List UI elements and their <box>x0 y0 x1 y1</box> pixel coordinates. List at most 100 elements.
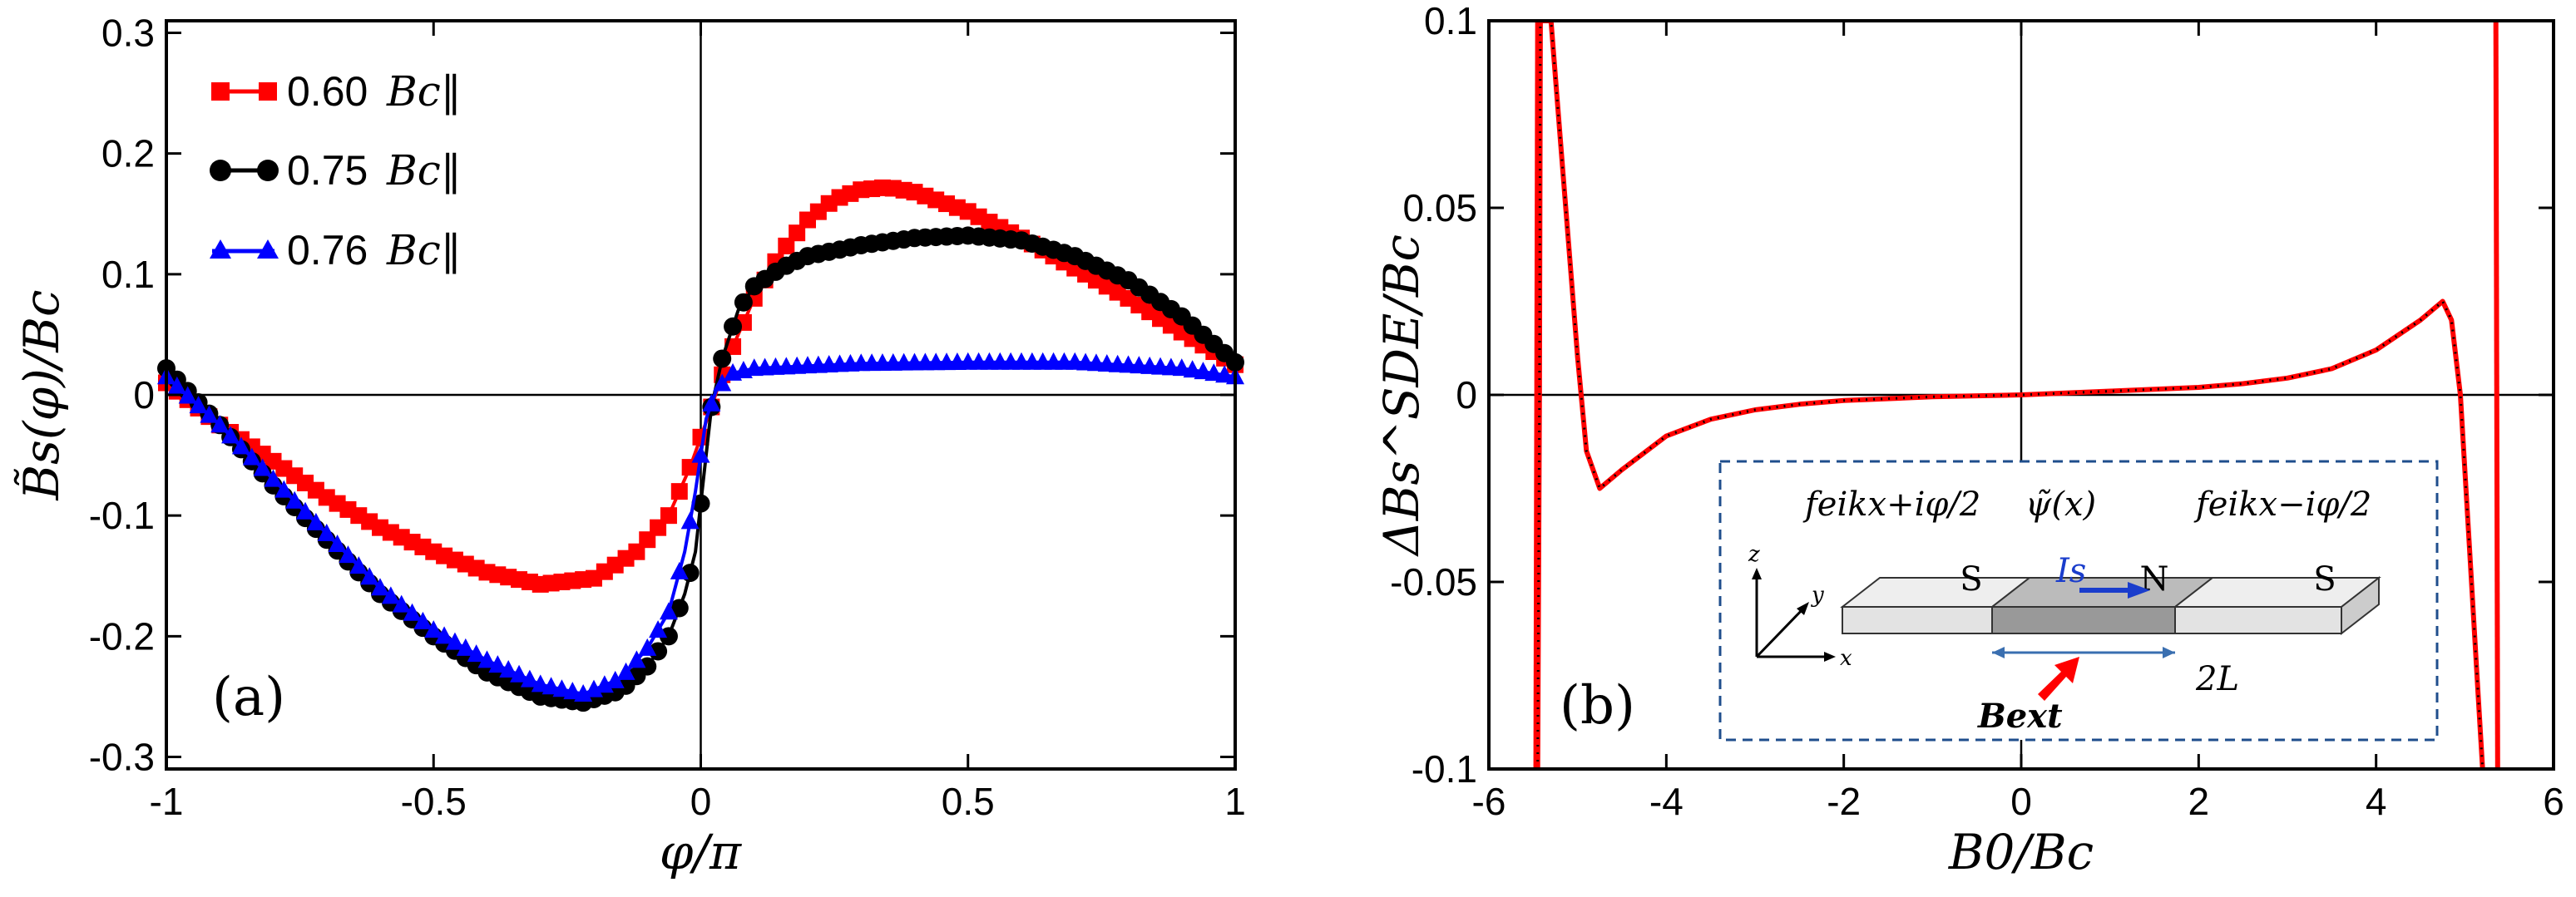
data-point <box>499 659 518 678</box>
data-point <box>585 679 603 697</box>
series-dotted-overlay <box>1536 21 2485 769</box>
series-0 <box>1533 21 2500 769</box>
x-tick-label: 2 <box>2188 780 2210 823</box>
right-lead-label: S <box>2313 560 2336 599</box>
data-point <box>659 602 678 620</box>
data-point <box>253 458 272 476</box>
x-tick-label: 0.5 <box>942 780 995 823</box>
x-tick-label: 4 <box>2366 780 2387 823</box>
legend-entry-1: 0.75 Bc‖ <box>210 146 462 195</box>
data-point <box>339 545 358 564</box>
data-point <box>424 620 443 638</box>
y-tick-label: 0.3 <box>101 12 155 55</box>
panel-label-b: (b) <box>1560 675 1635 737</box>
y-axis-label-b: ΔBs^SDE/Bc <box>1373 234 1430 557</box>
data-point <box>1172 358 1191 377</box>
length-arrowhead-left-icon <box>1992 647 2005 658</box>
data-point <box>606 670 625 688</box>
inset-schematic: feikx+iφ/2 ψ̃(x) feikx−iφ/2 S N S Is 2L <box>1718 460 2439 742</box>
data-point <box>1194 362 1213 380</box>
data-point <box>680 511 700 530</box>
data-point <box>221 426 240 444</box>
data-point <box>360 567 379 585</box>
left-s-front <box>1842 606 1993 634</box>
coordinate-axes-icon: x y z <box>1748 542 1852 671</box>
x-tick-label: 0 <box>690 780 712 823</box>
data-point <box>210 415 230 433</box>
data-point <box>541 677 561 695</box>
legend-field-1: Bc‖ <box>386 146 462 195</box>
data-point <box>638 638 657 656</box>
square-marker-icon <box>211 82 230 101</box>
data-point <box>649 620 668 638</box>
normal-front <box>1991 606 2176 634</box>
data-point <box>381 586 400 604</box>
data-point <box>1204 363 1224 382</box>
left-lead-label: S <box>1960 560 1982 599</box>
data-point <box>403 603 422 621</box>
y-tick-label: -0.05 <box>1390 560 1477 604</box>
triangle-marker-icon <box>210 239 231 259</box>
data-point <box>734 293 753 312</box>
center-wavefunction-label: ψ̃(x) <box>2025 485 2096 524</box>
legend-value-0: 0.60 <box>287 68 368 115</box>
y-tick-label: 0.05 <box>1402 186 1477 229</box>
legend-value-2: 0.76 <box>287 227 368 274</box>
x-tick-label: 1 <box>1224 780 1246 823</box>
data-point <box>627 650 646 668</box>
legend-field-0: Bc‖ <box>386 67 462 116</box>
length-arrowhead-right-icon <box>2163 647 2175 658</box>
data-point <box>274 480 294 498</box>
data-point <box>659 627 678 646</box>
data-point <box>167 376 186 394</box>
data-point <box>670 599 689 618</box>
y-tick-label: -0.1 <box>89 494 155 537</box>
data-point <box>285 490 304 509</box>
data-point <box>691 445 710 463</box>
data-point <box>178 386 197 404</box>
right-phase-label: feikx−iφ/2 <box>2193 485 2371 524</box>
y-tick-label: 0 <box>133 373 155 416</box>
x-axis-label-b: B0/Bc <box>1948 824 2094 880</box>
data-point <box>296 501 315 520</box>
y-tick-label: 0 <box>1456 373 1477 416</box>
data-point <box>574 684 593 702</box>
data-point <box>1215 365 1234 383</box>
data-point <box>660 507 677 525</box>
right-s-front <box>2174 606 2342 634</box>
data-point <box>670 561 689 579</box>
y-axis-name: y <box>1811 583 1824 608</box>
axis-ticks-b: -6 -4 -2 0 2 4 6 -0.1 -0.05 0 0.05 0.1 <box>1390 0 2564 823</box>
x-tick-label: -0.5 <box>401 780 467 823</box>
data-point <box>231 436 250 455</box>
data-point <box>638 657 657 676</box>
data-point <box>595 675 614 693</box>
current-arrowhead-icon <box>2128 582 2150 599</box>
data-point <box>467 644 486 663</box>
length-label: 2L <box>2195 660 2239 698</box>
data-point <box>477 650 497 668</box>
x-tick-label: -6 <box>1472 780 1506 823</box>
data-point <box>413 611 433 629</box>
panel-label-a: (a) <box>212 667 285 728</box>
data-point <box>371 578 389 596</box>
legend-a: 0.60 Bc‖ 0.75 Bc‖ 0.76 Bc‖ <box>210 67 462 274</box>
data-point <box>317 523 336 541</box>
data-point <box>563 682 582 700</box>
triangle-marker-icon <box>257 239 279 259</box>
circle-marker-icon <box>210 160 231 181</box>
z-axis-name: z <box>1748 542 1760 567</box>
zero-lines <box>166 21 1235 769</box>
normal-region-label: N <box>2140 560 2169 599</box>
z-arrowhead-icon <box>1752 568 1762 579</box>
panel-a: -1 -0.5 0 0.5 1 -0.3 -0.2 -0.1 0 0.1 0.2 0.3 φ/π B̃… <box>12 12 1245 880</box>
y-tick-label: -0.3 <box>89 735 155 778</box>
data-point <box>456 638 475 656</box>
square-marker-icon <box>259 82 277 101</box>
x-arrowhead-icon <box>1824 652 1836 662</box>
data-point <box>713 349 732 368</box>
axis-ticks-a: -1 -0.5 0 0.5 1 -0.3 -0.2 -0.1 0 0.1 0.2 0.3 <box>89 12 1246 823</box>
data-point <box>510 664 529 683</box>
data-point <box>713 373 732 392</box>
